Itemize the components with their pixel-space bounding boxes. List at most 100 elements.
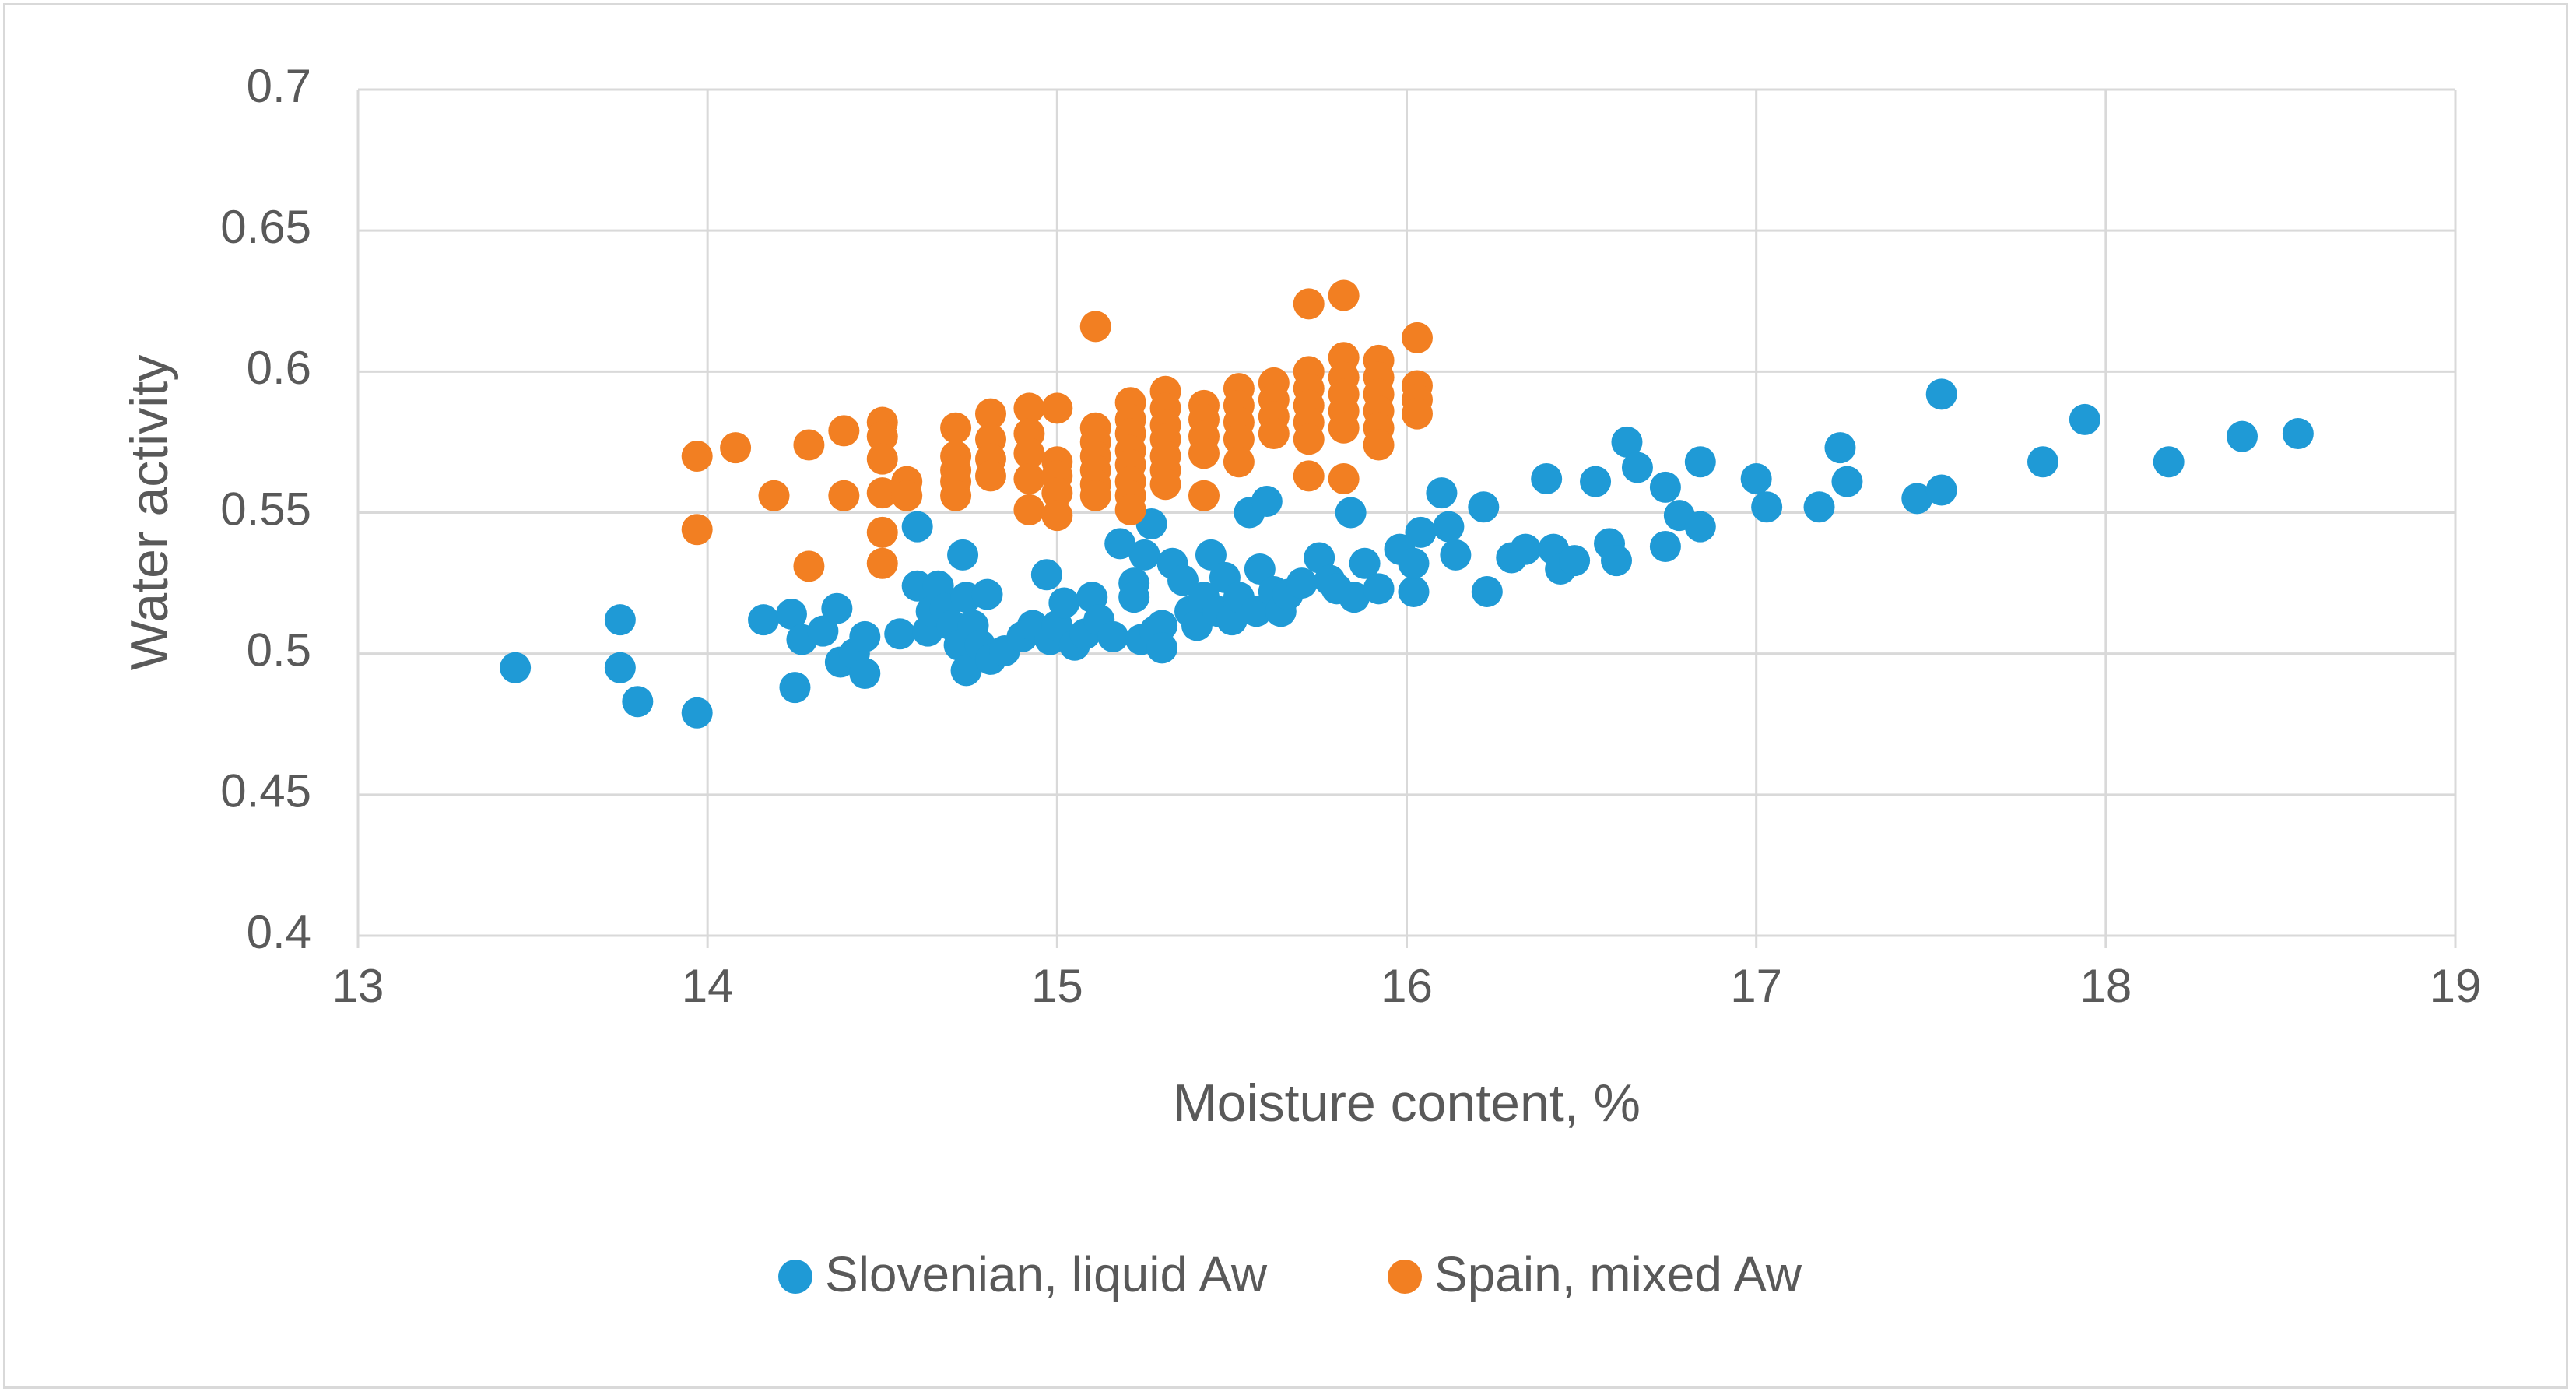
data-point [940,412,972,444]
data-point [1079,311,1111,343]
y-tick-labels: 0.4 0.45 0.5 0.55 0.6 0.65 0.7 [220,60,311,958]
data-point [821,592,853,624]
data-point [1335,497,1367,529]
data-point [1286,567,1318,599]
x-tick-label: 13 [332,960,384,1012]
data-point [940,480,972,511]
data-point [1363,429,1395,461]
data-point [1146,610,1178,641]
data-point [866,547,898,579]
data-point [604,604,636,636]
data-point [1440,539,1472,571]
data-point [1824,432,1856,464]
data-point [1013,494,1045,525]
data-point [1559,545,1591,577]
data-point [1405,516,1437,548]
data-point [2069,403,2100,435]
data-point [1149,469,1181,501]
data-point [807,615,839,647]
data-point [971,578,1003,610]
data-point [1601,545,1632,577]
legend-label-slovenian: Slovenian, liquid Aw [825,1246,1268,1302]
data-point [866,516,898,548]
data-point [901,511,933,543]
data-point [720,432,752,464]
data-point [1079,480,1111,511]
data-point [974,398,1006,430]
data-point [681,697,713,729]
data-point [1803,491,1835,523]
data-point [1510,533,1542,565]
y-tick-label: 0.45 [220,765,311,817]
data-point [1195,539,1227,571]
data-point [2282,418,2314,450]
data-point [974,460,1006,492]
data-point [1128,539,1160,571]
data-point [1118,582,1150,613]
data-point [1293,423,1325,455]
data-point [1401,322,1433,353]
x-tick-label: 16 [1381,960,1433,1012]
data-point [1167,564,1199,596]
data-point [866,477,898,509]
x-tick-label: 19 [2430,960,2482,1012]
data-point [1223,423,1255,455]
data-point [1258,418,1290,450]
data-point [1293,460,1325,492]
data-point [1328,463,1360,495]
series-spain [681,279,1433,582]
data-point [1398,547,1430,579]
data-point [828,480,860,511]
data-point [1426,477,1458,509]
data-point [1611,426,1643,458]
data-point [1030,559,1062,591]
data-point [604,652,636,683]
axes [356,90,2457,948]
y-tick-label: 0.55 [220,483,311,535]
data-point [891,480,923,511]
y-axis-title: Water activity [120,355,179,671]
data-point [1041,392,1073,424]
data-point [1293,288,1325,320]
data-point [1621,452,1653,483]
data-point [1740,463,1772,495]
series-slovenian [500,378,2314,729]
grid-lines [358,88,2457,936]
data-point [884,618,916,650]
data-point [1013,463,1045,495]
data-point [748,604,780,636]
x-tick-label: 15 [1031,960,1083,1012]
data-point [1328,412,1360,444]
data-point [1188,480,1220,511]
data-point [1831,466,1863,497]
data-point [1328,279,1360,311]
data-point [1401,398,1433,430]
legend-marker-slovenian [778,1260,812,1294]
data-point [2153,446,2185,478]
legend: Slovenian, liquid Aw Spain, mixed Aw [778,1246,1802,1302]
data-point [1649,471,1681,503]
data-point [1349,547,1381,579]
data-point [793,429,825,461]
data-point [1433,511,1465,543]
x-tick-labels: 13 14 15 16 17 18 19 [332,960,2482,1012]
y-tick-label: 0.7 [247,60,311,112]
y-tick-label: 0.65 [220,201,311,253]
y-tick-label: 0.5 [247,624,311,676]
data-points [500,279,2314,729]
data-point [1097,620,1129,652]
data-point [1339,582,1370,613]
data-point [1363,573,1395,605]
data-point [2027,446,2058,478]
y-tick-label: 0.4 [247,906,311,958]
x-tick-label: 17 [1730,960,1782,1012]
x-axis-title: Moisture content, % [1173,1073,1641,1133]
data-point [1041,477,1073,509]
data-point [1013,437,1045,469]
data-point [1901,483,1933,515]
data-point [1104,528,1136,560]
chart-frame [3,3,2568,1389]
data-point [681,514,713,546]
data-point [793,550,825,582]
